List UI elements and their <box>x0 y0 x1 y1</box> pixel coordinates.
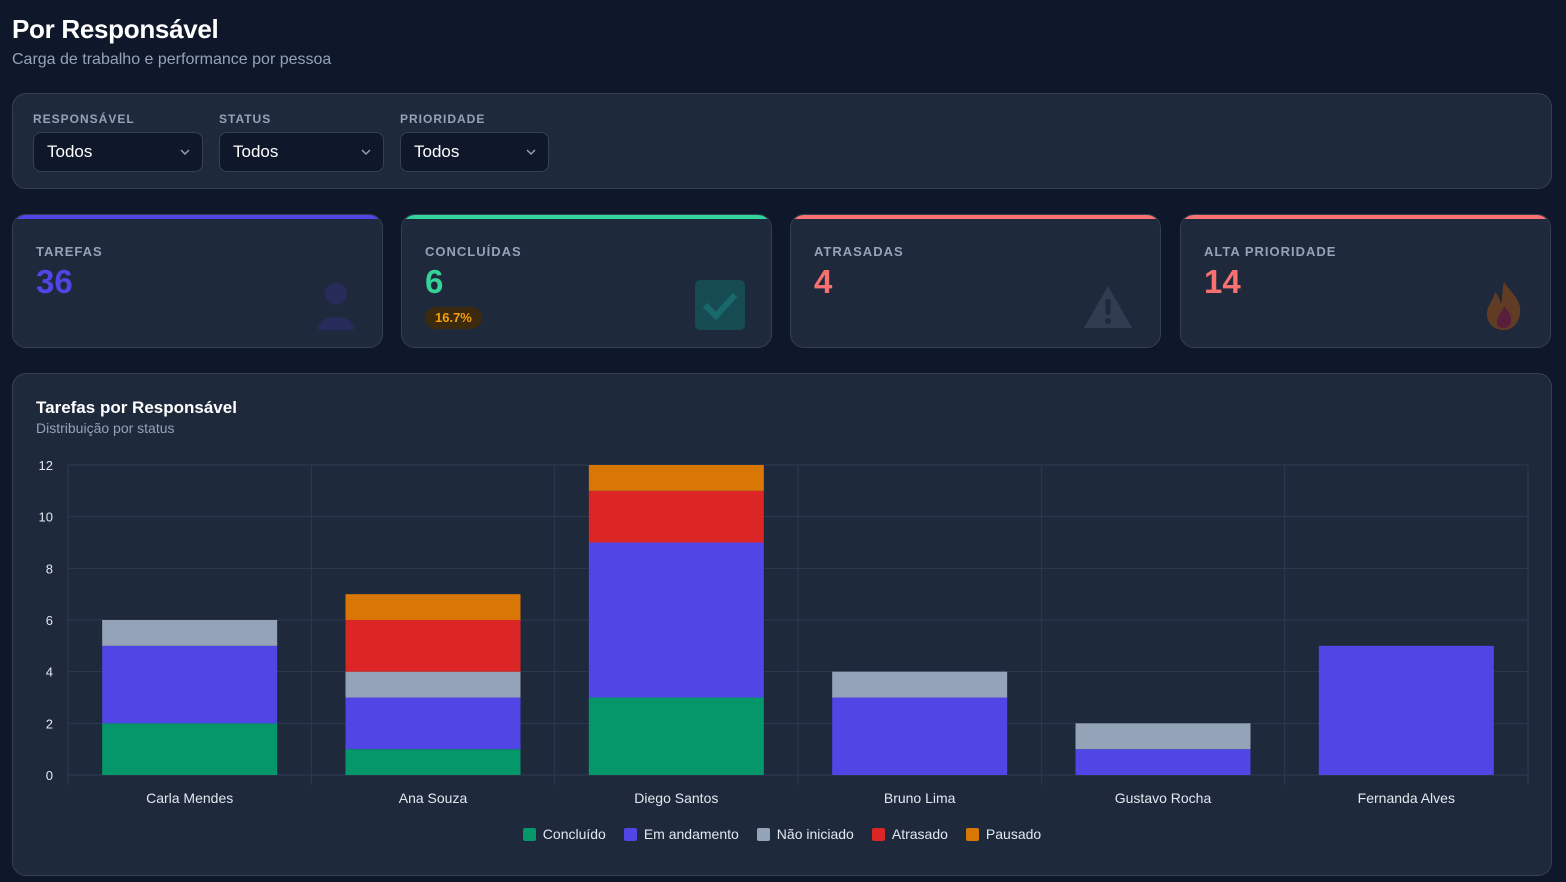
kpi-label: CONCLUÍDAS <box>425 244 522 259</box>
filter-label: STATUS <box>219 112 272 126</box>
page-subtitle: Carga de trabalho e performance por pess… <box>12 51 332 68</box>
filters-panel: RESPONSÁVEL Todos STATUS Todos PRIORIDAD… <box>12 93 1552 189</box>
x-tick-label: Bruno Lima <box>884 790 956 806</box>
bar-segment <box>102 645 278 724</box>
y-tick-label: 12 <box>39 458 53 473</box>
legend-swatch <box>522 827 536 841</box>
legend-item[interactable]: Não iniciado <box>756 826 854 842</box>
kpi-label: ALTA PRIORIDADE <box>1204 244 1337 259</box>
kpi-value: 4 <box>814 263 833 300</box>
kpi-card-tarefas: TAREFAS 36 <box>12 214 383 348</box>
legend-label: Pausado <box>985 826 1042 842</box>
chart-title: Tarefas por Responsável <box>36 398 237 417</box>
filter-responsavel: RESPONSÁVEL Todos <box>33 112 203 172</box>
bar-segment <box>345 620 521 672</box>
x-tick-label: Diego Santos <box>634 790 718 806</box>
kpi-card-alta-prioridade: ALTA PRIORIDADE 14 <box>1180 214 1551 348</box>
chart-subtitle: Distribuição por status <box>36 420 175 436</box>
y-tick-label: 4 <box>46 665 53 680</box>
bar-segment <box>1075 723 1251 750</box>
legend-label: Atrasado <box>891 826 948 842</box>
bar-segment <box>832 671 1008 698</box>
legend-swatch <box>871 827 885 841</box>
bar-segment <box>1318 645 1494 775</box>
page-header: Por Responsável Carga de trabalho e perf… <box>12 14 331 69</box>
bar-segment <box>588 490 764 543</box>
bar-segment <box>102 723 278 775</box>
bar-segment <box>345 594 521 620</box>
filter-label: RESPONSÁVEL <box>33 112 135 126</box>
fire-icon <box>1484 280 1524 335</box>
select-value: Todos <box>414 142 460 161</box>
filter-label: PRIORIDADE <box>400 112 486 126</box>
legend-item[interactable]: Pausado <box>965 826 1042 842</box>
check-icon <box>695 280 745 335</box>
status-select[interactable]: Todos <box>219 132 384 172</box>
kpi-label: TAREFAS <box>36 244 103 259</box>
responsavel-select[interactable]: Todos <box>33 132 203 172</box>
kpi-value: 6 <box>425 263 444 300</box>
kpi-value: 14 <box>1204 263 1241 300</box>
kpi-accent-bar <box>13 215 382 219</box>
legend-label: Não iniciado <box>776 826 854 842</box>
chevron-down-icon <box>526 147 536 157</box>
page-title: Por Responsável <box>12 14 219 44</box>
legend-item[interactable]: Atrasado <box>871 826 948 842</box>
filter-status: STATUS Todos <box>219 112 384 172</box>
chart-card: Tarefas por Responsável Distribuição por… <box>12 373 1552 876</box>
legend-swatch <box>756 827 770 841</box>
kpi-accent-bar <box>791 215 1160 219</box>
bar-segment <box>102 620 278 646</box>
x-tick-label: Carla Mendes <box>146 790 233 806</box>
bar-segment <box>345 671 521 698</box>
stacked-bar-chart: 0 2 4 6 8 10 12 Carla Mendes Ana Souza Diego Sant… <box>39 458 1529 806</box>
bar-segment <box>588 465 764 491</box>
kpi-card-concluidas: CONCLUÍDAS 6 16.7% <box>401 214 772 348</box>
chevron-down-icon <box>361 147 371 157</box>
kpi-card-atrasadas: ATRASADAS 4 <box>790 214 1161 348</box>
kpi-label: ATRASADAS <box>814 244 904 259</box>
prioridade-select[interactable]: Todos <box>400 132 549 172</box>
kpi-percent-badge: 16.7% <box>425 307 482 329</box>
y-tick-label: 8 <box>46 561 53 576</box>
kpi-accent-bar <box>402 215 771 219</box>
x-tick-label: Ana Souza <box>399 790 468 806</box>
select-value: Todos <box>233 142 279 161</box>
y-tick-label: 0 <box>46 768 53 783</box>
x-tick-label: Gustavo Rocha <box>1115 790 1212 806</box>
y-tick-label: 10 <box>39 510 53 525</box>
y-tick-label: 6 <box>46 613 53 628</box>
legend-swatch <box>965 827 979 841</box>
filter-prioridade: PRIORIDADE Todos <box>400 112 549 172</box>
bar-segment <box>345 697 521 750</box>
chevron-down-icon <box>180 147 190 157</box>
legend-item[interactable]: Concluído <box>522 826 606 842</box>
bar-segment <box>588 542 764 698</box>
legend-swatch <box>623 827 637 841</box>
user-icon <box>316 280 356 335</box>
legend-label: Concluído <box>542 826 606 842</box>
kpi-accent-bar <box>1181 215 1550 219</box>
chart-legend: Concluído Em andamento Não iniciado Atrasad… <box>13 826 1551 842</box>
warning-icon <box>1082 284 1134 335</box>
legend-item[interactable]: Em andamento <box>623 826 739 842</box>
legend-label: Em andamento <box>643 826 739 842</box>
bar-segment <box>832 697 1008 775</box>
bar-segment <box>345 749 521 775</box>
bar-segment <box>1075 749 1251 775</box>
y-tick-label: 2 <box>46 716 53 731</box>
bar-segment <box>588 697 764 775</box>
x-tick-label: Fernanda Alves <box>1358 790 1455 806</box>
select-value: Todos <box>47 142 93 161</box>
kpi-value: 36 <box>36 263 73 300</box>
